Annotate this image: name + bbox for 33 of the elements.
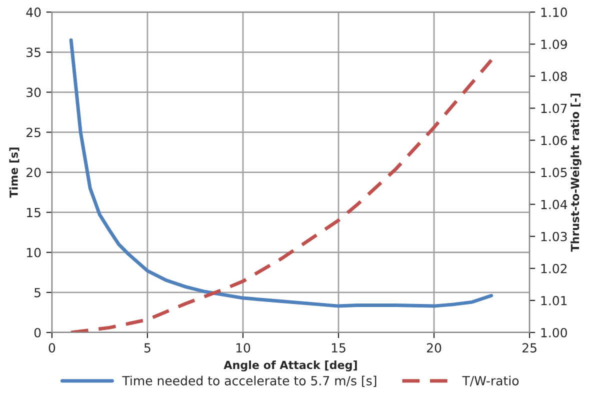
y2-tick-label: 1.10 <box>541 8 567 18</box>
y2-axis-title: Thrust-to-Weight ratio [-] <box>570 94 582 252</box>
x-tick-label: 15 <box>332 343 346 353</box>
y2-tick-label: 1.07 <box>541 104 567 114</box>
x-tick-label: 5 <box>144 343 150 353</box>
y-tick-label: 15 <box>26 208 40 218</box>
y-tick-label: 5 <box>34 288 40 298</box>
y-tick-label: 25 <box>26 128 40 138</box>
y2-tick-label: 1.04 <box>541 200 568 210</box>
y2-tick-label: 1.05 <box>541 168 567 178</box>
y-tick-label: 30 <box>26 88 41 98</box>
line-series <box>69 58 494 332</box>
x-tick-label: 25 <box>522 343 536 353</box>
y2-tick-label: 1.06 <box>541 136 567 146</box>
y2-tick-label: 1.09 <box>541 40 567 50</box>
y-tick-label: 20 <box>26 168 41 178</box>
y-axis-title: Time [s] <box>9 148 20 198</box>
x-tick-label: 0 <box>48 343 56 353</box>
x-tick-label: 10 <box>236 343 250 353</box>
y2-tick-label: 1.08 <box>541 72 567 82</box>
y-tick-label: 40 <box>26 8 41 18</box>
y2-tick-label: 1.03 <box>541 232 567 242</box>
y-tick-label: 10 <box>26 248 41 258</box>
y-tick-label: 0 <box>34 328 41 338</box>
legend-label: Time needed to accelerate to 5.7 m/s [s] <box>122 376 376 387</box>
x-axis-title: Angle of Attack [deg] <box>224 360 357 372</box>
legend-label: T/W-ratio <box>462 376 519 386</box>
y2-tick-label: 1.00 <box>541 328 567 338</box>
y2-tick-label: 1.01 <box>541 296 567 306</box>
line-series <box>69 38 494 308</box>
y-tick-label: 35 <box>26 48 40 58</box>
x-tick-label: 20 <box>426 343 442 353</box>
y2-tick-label: 1.02 <box>541 264 567 274</box>
